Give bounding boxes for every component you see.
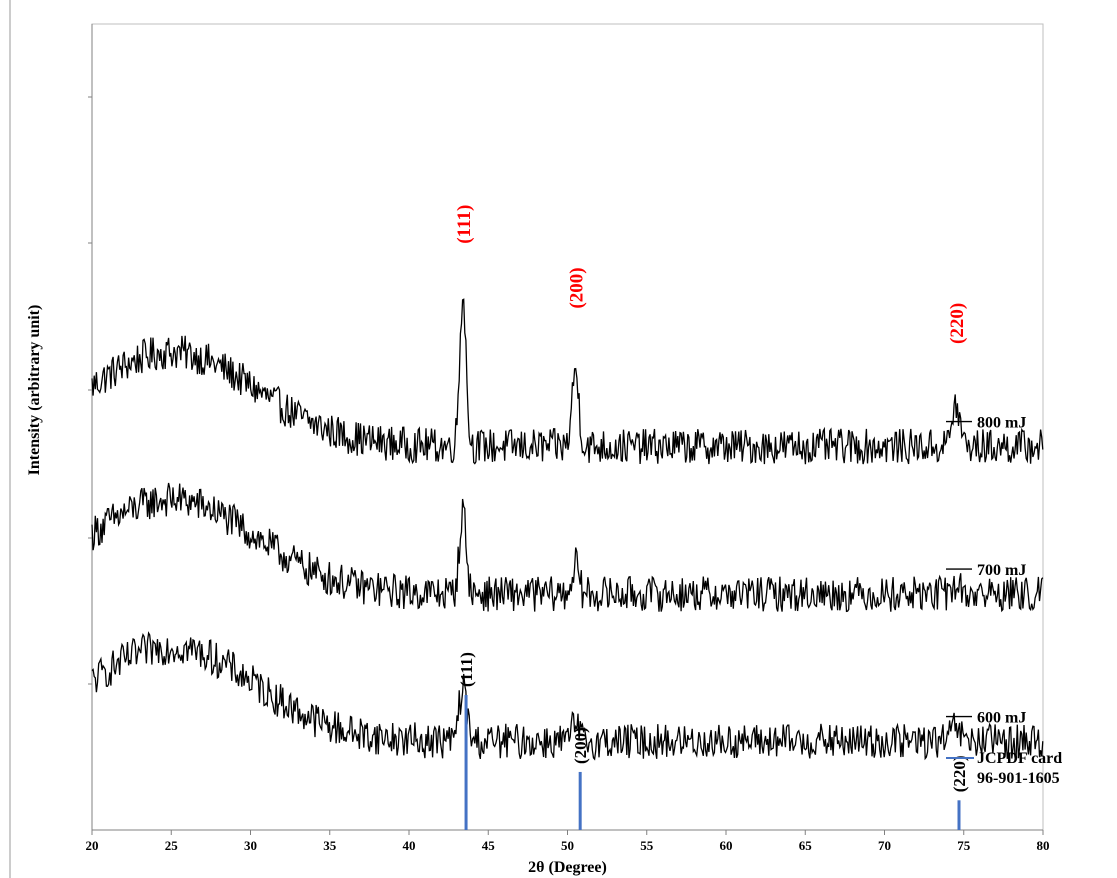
reference-name-line1: JCPDF card — [977, 750, 1062, 767]
x-axis-title: 2θ (Degree) — [528, 859, 607, 876]
reference-pattern: (111) (200) (220) JCPDF card 96-901-1605 — [457, 652, 1062, 830]
x-tick-label: 55 — [640, 838, 654, 853]
reference-name-line2: 96-901-1605 — [977, 770, 1060, 787]
peak-label: (111) — [454, 205, 475, 244]
x-tick-label: 75 — [957, 838, 971, 853]
y-axis — [88, 24, 93, 830]
peak-labels: (111) (200) (220) — [454, 205, 968, 344]
series-label: 800 mJ — [977, 415, 1026, 432]
plot-frame — [91, 23, 1044, 831]
xrd-traces: 800 mJ 700 mJ 600 mJ — [91, 298, 1044, 761]
x-tick-label: 35 — [323, 838, 337, 853]
peak-label: (200) — [566, 267, 587, 308]
trace-700-mj — [91, 482, 1044, 613]
x-tick-label: 40 — [403, 838, 416, 853]
x-tick-label: 30 — [244, 838, 257, 853]
x-tick-label: 45 — [482, 838, 496, 853]
x-tick-label: 50 — [561, 838, 574, 853]
x-tick-label: 80 — [1037, 838, 1050, 853]
reference-stick-label: (220) — [950, 755, 969, 792]
x-tick-label: 65 — [799, 838, 813, 853]
trace-800-mj — [91, 298, 1044, 465]
peak-label: (220) — [947, 303, 968, 344]
series-label: 600 mJ — [977, 710, 1026, 727]
x-tick-label: 20 — [86, 838, 99, 853]
x-tick-label: 70 — [878, 838, 891, 853]
trace-600-mj — [91, 631, 1044, 761]
y-axis-title: Intensity (arbitrary unit) — [26, 305, 43, 476]
x-tick-label: 60 — [720, 838, 733, 853]
reference-stick-label: (200) — [571, 727, 590, 764]
series-label: 700 mJ — [977, 562, 1026, 579]
reference-stick-label: (111) — [457, 652, 476, 687]
x-tick-label: 25 — [165, 838, 179, 853]
x-axis: 20 25 30 35 40 45 50 55 60 65 70 75 80 — [86, 829, 1050, 853]
